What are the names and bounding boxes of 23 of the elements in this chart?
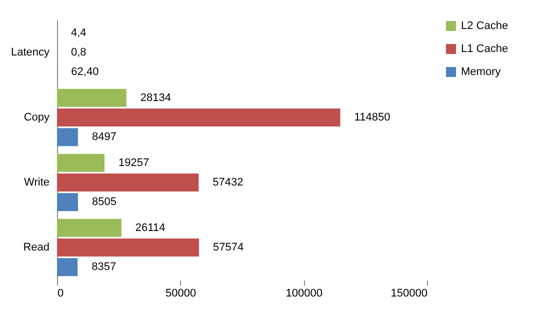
data-label: 26114 <box>135 222 166 234</box>
data-label: 57432 <box>212 176 244 188</box>
data-label: 4,4 <box>71 26 86 39</box>
y-tick-label: Read <box>23 242 50 254</box>
legend-label: Memory <box>461 66 502 78</box>
x-tick-label: 50000 <box>166 288 196 300</box>
x-tick-label: 150000 <box>390 288 428 300</box>
data-label: 8357 <box>92 261 116 274</box>
y-tick-label: Copy <box>24 112 50 124</box>
y-tick-label: Write <box>24 176 50 188</box>
legend-label: L2 Cache <box>461 20 508 32</box>
data-label: 62,40 <box>71 66 99 78</box>
x-tick-label: 0 <box>58 288 64 300</box>
data-label: 19257 <box>118 156 150 169</box>
data-label: 114850 <box>354 112 390 124</box>
y-tick-label: Latency <box>10 46 50 58</box>
data-label: 8505 <box>92 196 116 208</box>
data-label: 57574 <box>213 242 244 254</box>
data-label: 8497 <box>92 131 116 144</box>
data-label: 28134 <box>140 92 171 104</box>
data-label: 0,8 <box>71 46 86 58</box>
x-tick-label: 100000 <box>286 288 323 300</box>
legend-label: L1 Cache <box>461 43 508 55</box>
